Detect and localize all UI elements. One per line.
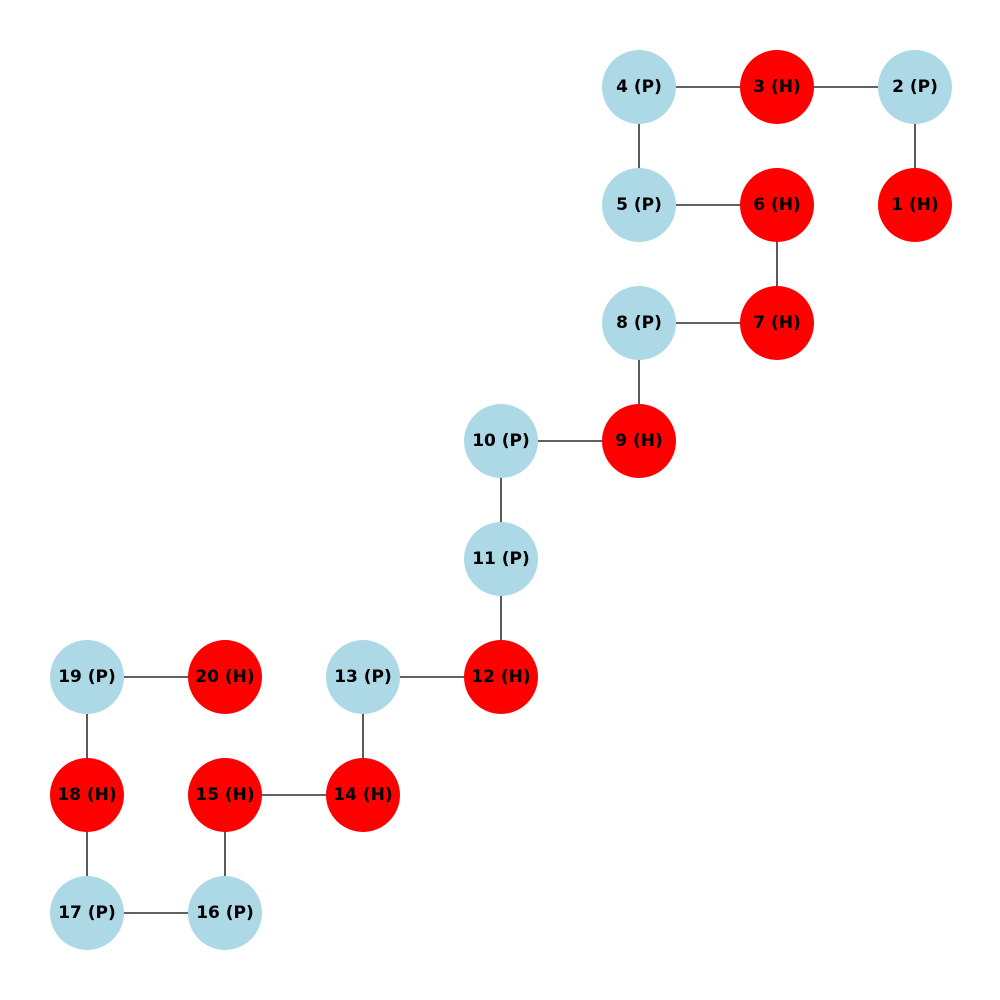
- residue-node-1: 1 (H): [878, 168, 952, 242]
- residue-node-8: 8 (P): [602, 286, 676, 360]
- residue-label: 20 (H): [195, 667, 254, 687]
- polar-residue-circle: [326, 640, 400, 714]
- polar-residue-circle: [50, 640, 124, 714]
- residue-label: 15 (H): [195, 785, 254, 805]
- hydrophobic-residue-circle: [326, 758, 400, 832]
- residue-node-18: 18 (H): [50, 758, 124, 832]
- residue-label: 9 (H): [615, 431, 663, 451]
- hydrophobic-residue-circle: [740, 286, 814, 360]
- residue-label: 17 (P): [58, 903, 116, 923]
- polar-residue-circle: [602, 286, 676, 360]
- polar-residue-circle: [602, 50, 676, 124]
- hydrophobic-residue-circle: [50, 758, 124, 832]
- residue-node-3: 3 (H): [740, 50, 814, 124]
- residue-node-19: 19 (P): [50, 640, 124, 714]
- residue-node-9: 9 (H): [602, 404, 676, 478]
- residue-node-4: 4 (P): [602, 50, 676, 124]
- residue-label: 6 (H): [753, 195, 801, 215]
- polar-residue-circle: [878, 50, 952, 124]
- residue-label: 4 (P): [616, 77, 662, 97]
- residue-label: 19 (P): [58, 667, 116, 687]
- residue-node-11: 11 (P): [464, 522, 538, 596]
- hydrophobic-residue-circle: [602, 404, 676, 478]
- residue-label: 13 (P): [334, 667, 392, 687]
- hydrophobic-residue-circle: [188, 758, 262, 832]
- hydrophobic-residue-circle: [740, 168, 814, 242]
- residue-node-12: 12 (H): [464, 640, 538, 714]
- residue-node-2: 2 (P): [878, 50, 952, 124]
- hydrophobic-residue-circle: [740, 50, 814, 124]
- residue-node-16: 16 (P): [188, 876, 262, 950]
- residue-node-5: 5 (P): [602, 168, 676, 242]
- hydrophobic-residue-circle: [464, 640, 538, 714]
- residue-label: 12 (H): [471, 667, 530, 687]
- hydrophobic-residue-circle: [878, 168, 952, 242]
- residue-node-13: 13 (P): [326, 640, 400, 714]
- residue-label: 3 (H): [753, 77, 801, 97]
- residue-label: 10 (P): [472, 431, 530, 451]
- residue-node-6: 6 (H): [740, 168, 814, 242]
- residue-label: 2 (P): [892, 77, 938, 97]
- polar-residue-circle: [50, 876, 124, 950]
- residue-node-10: 10 (P): [464, 404, 538, 478]
- polar-residue-circle: [602, 168, 676, 242]
- residues-layer: 1 (H) 2 (P) 3 (H) 4 (P) 5 (P) 6 (H) 7 (H) 8 (P)…: [50, 50, 952, 950]
- residue-label: 1 (H): [891, 195, 939, 215]
- residue-label: 5 (P): [616, 195, 662, 215]
- residue-label: 8 (P): [616, 313, 662, 333]
- residue-node-7: 7 (H): [740, 286, 814, 360]
- residue-label: 11 (P): [472, 549, 530, 569]
- residue-label: 14 (H): [333, 785, 392, 805]
- residue-label: 18 (H): [57, 785, 116, 805]
- residue-label: 7 (H): [753, 313, 801, 333]
- residue-label: 16 (P): [196, 903, 254, 923]
- residue-node-14: 14 (H): [326, 758, 400, 832]
- polar-residue-circle: [464, 404, 538, 478]
- residue-node-15: 15 (H): [188, 758, 262, 832]
- polar-residue-circle: [188, 876, 262, 950]
- residue-node-20: 20 (H): [188, 640, 262, 714]
- hydrophobic-residue-circle: [188, 640, 262, 714]
- polar-residue-circle: [464, 522, 538, 596]
- residue-node-17: 17 (P): [50, 876, 124, 950]
